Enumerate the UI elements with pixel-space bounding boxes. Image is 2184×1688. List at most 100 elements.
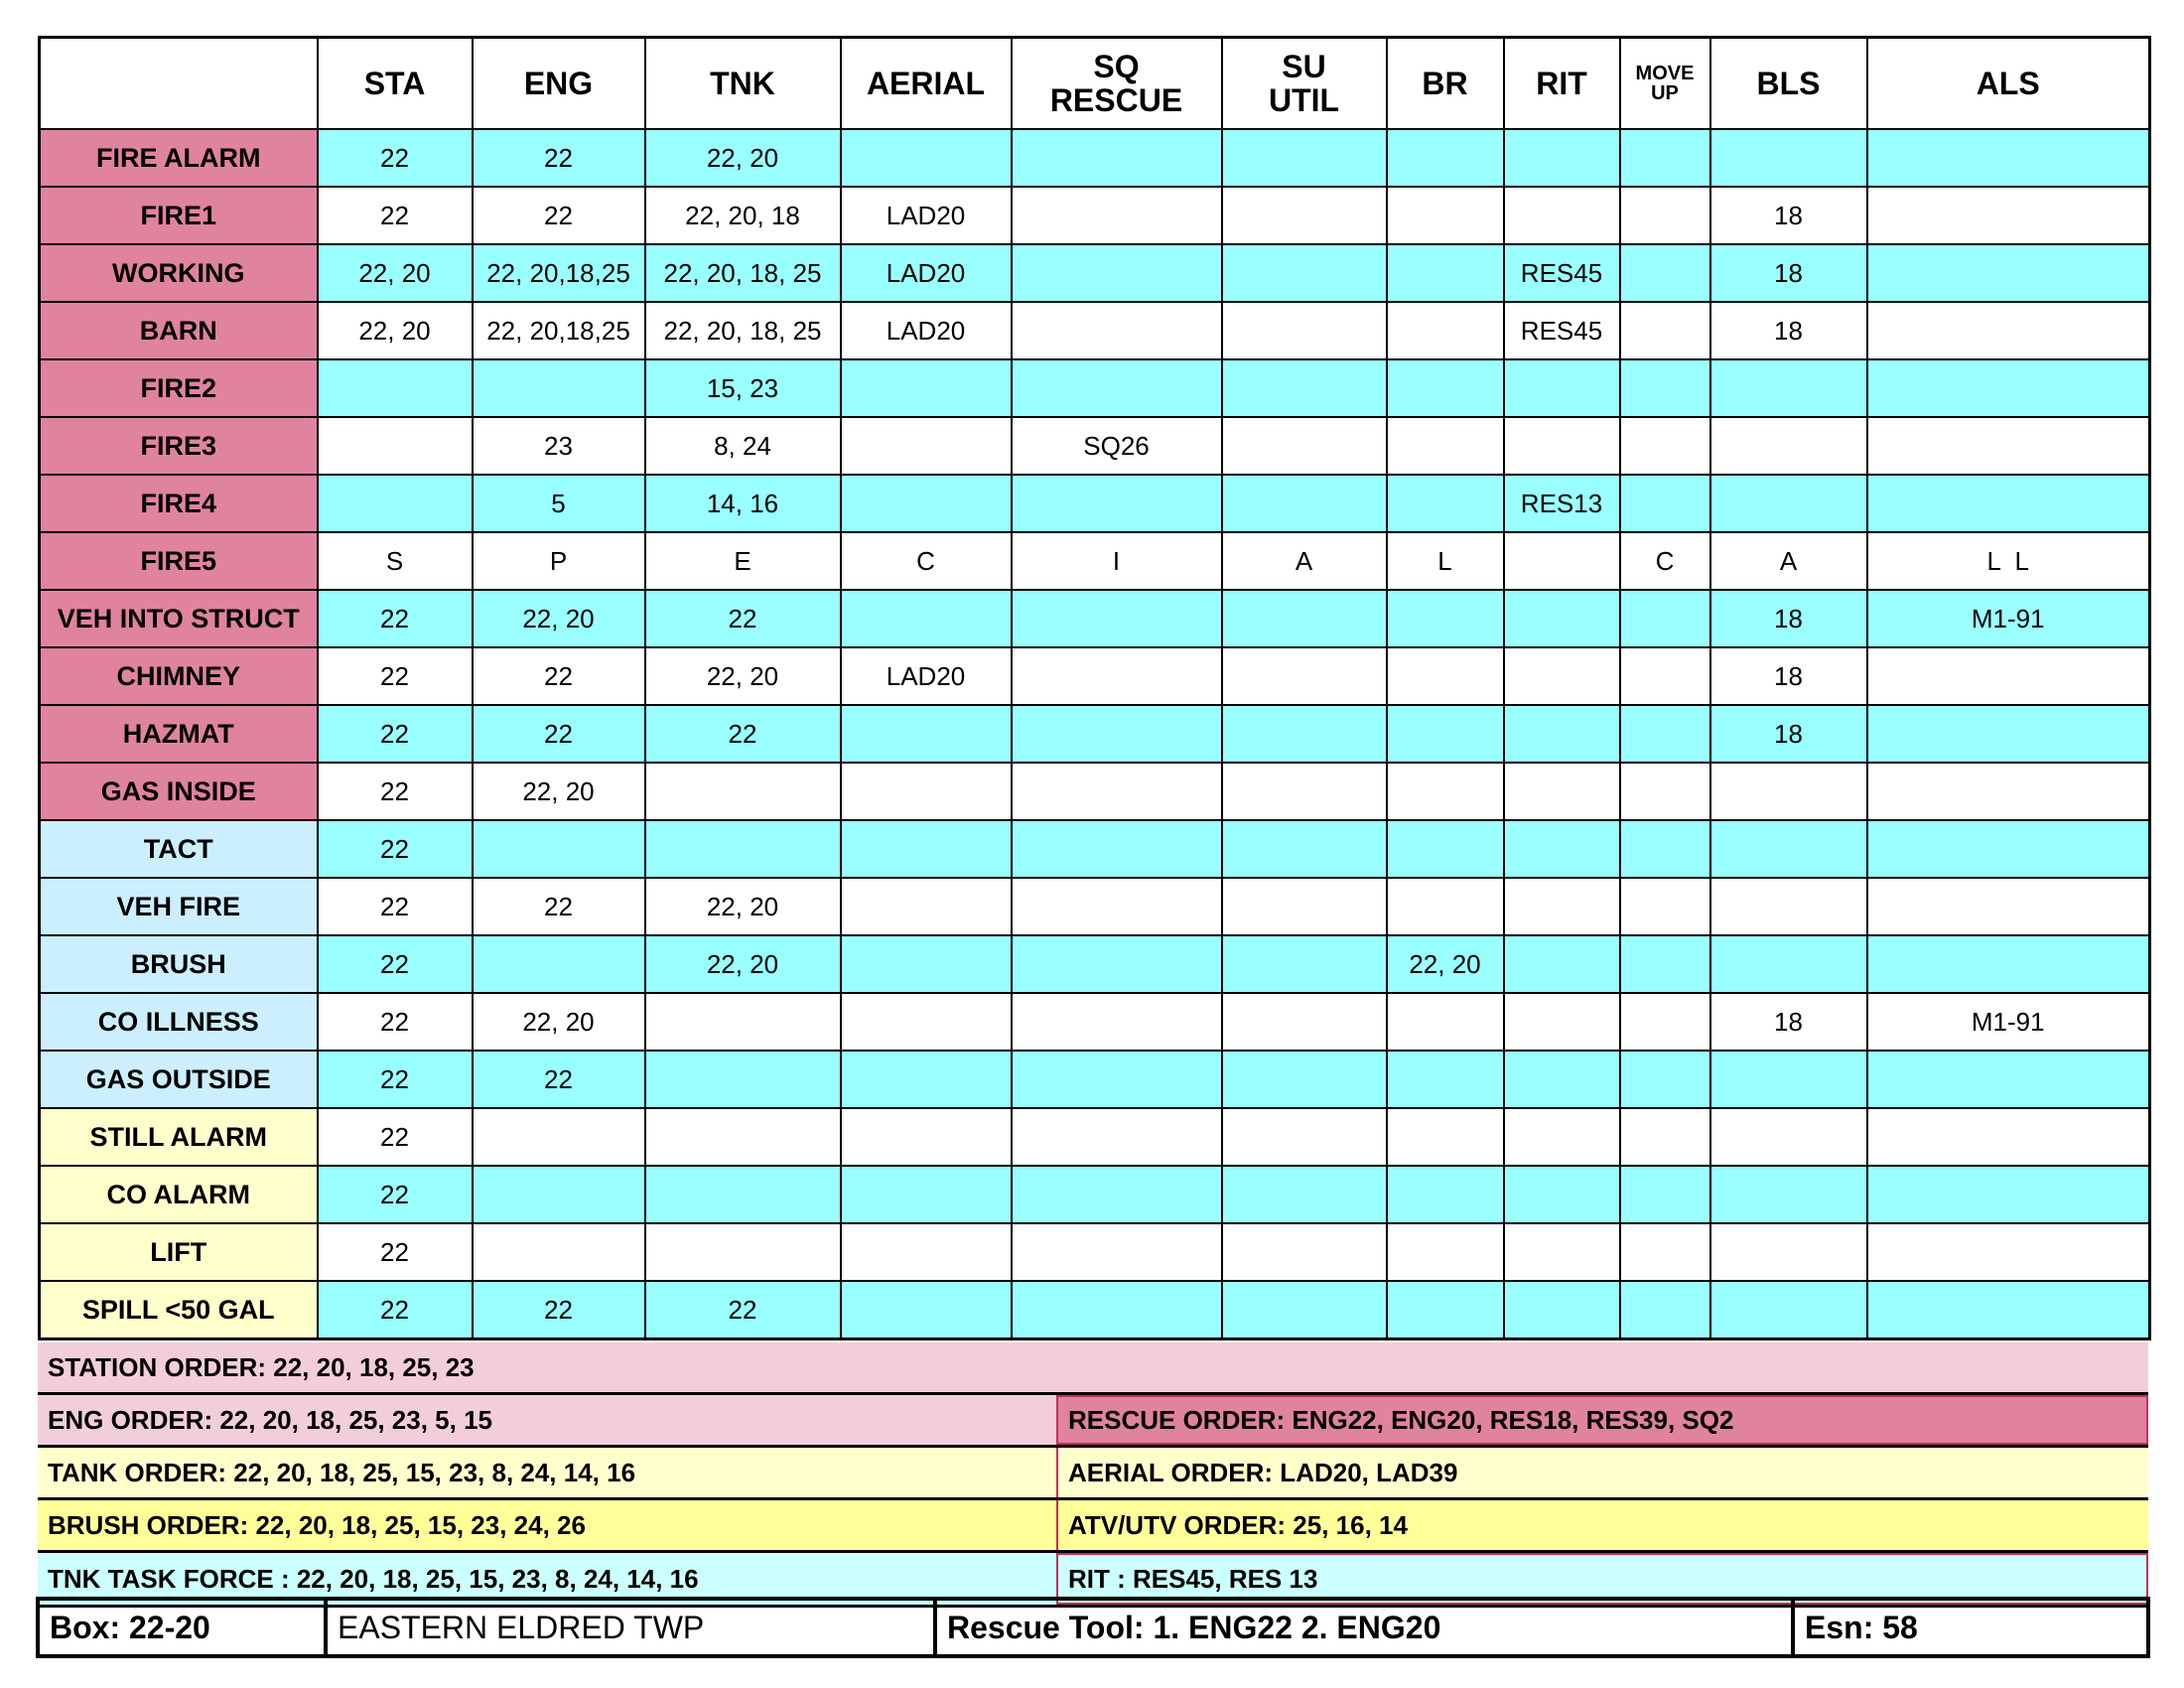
table-cell: 22	[316, 128, 474, 188]
table-cell	[839, 589, 1013, 648]
column-header	[38, 36, 319, 130]
row-label: HAZMAT	[38, 704, 319, 764]
table-cell: LAD20	[839, 301, 1013, 360]
table-cell	[1385, 474, 1505, 533]
table-cell	[1865, 243, 2151, 303]
table-cell: 8, 24	[643, 416, 842, 476]
table-cell	[471, 934, 646, 994]
table-cell	[1010, 301, 1223, 360]
table-cell: 18	[1708, 186, 1868, 245]
table-cell	[643, 819, 842, 879]
table-cell	[839, 934, 1013, 994]
table-cell	[1385, 243, 1505, 303]
table-cell	[839, 128, 1013, 188]
table-cell	[1502, 128, 1621, 188]
table-cell: 22, 20,18,25	[471, 243, 646, 303]
table-cell: LAD20	[839, 243, 1013, 303]
eng-order: ENG ORDER: 22, 20, 18, 25, 23, 5, 15	[38, 1395, 1056, 1445]
table-cell	[471, 1222, 646, 1282]
table-cell: 22, 20	[643, 934, 842, 994]
table-cell	[1708, 474, 1868, 533]
table-cell	[1010, 186, 1223, 245]
table-cell: 22, 20	[643, 646, 842, 706]
table-cell	[1708, 934, 1868, 994]
row-label: FIRE3	[38, 416, 319, 476]
table-cell	[839, 1165, 1013, 1224]
table-cell	[1708, 1050, 1868, 1109]
table-row: FIRE ALARM 22 22 22, 20	[38, 128, 2151, 188]
table-cell: M1-91	[1865, 589, 2151, 648]
table-cell	[1220, 416, 1388, 476]
tank-order: TANK ORDER: 22, 20, 18, 25, 15, 23, 8, 2…	[38, 1448, 1056, 1497]
table-cell: 22, 20	[316, 301, 474, 360]
table-cell: 22, 20	[316, 243, 474, 303]
table-cell	[1502, 531, 1621, 591]
table-cell	[1220, 1165, 1388, 1224]
table-cell	[1385, 1050, 1505, 1109]
table-cell	[1502, 934, 1621, 994]
table-row: FIRE1 22 22 22, 20, 18 LAD20 18	[38, 186, 2151, 245]
table-cell: 14, 16	[643, 474, 842, 533]
footer-bar: Box: 22-20 EASTERN ELDRED TWP Rescue Too…	[36, 1597, 2150, 1658]
order-section: STATION ORDER: 22, 20, 18, 25, 23 ENG OR…	[38, 1342, 2148, 1608]
table-cell	[839, 1222, 1013, 1282]
table-cell	[1618, 186, 1711, 245]
table-cell	[471, 1107, 646, 1167]
table-cell: 22, 20,18,25	[471, 301, 646, 360]
table-cell	[1010, 128, 1223, 188]
rescue-tool: Rescue Tool: 1. ENG22 2. ENG20	[937, 1601, 1795, 1654]
table-cell	[1385, 589, 1505, 648]
table-cell: 22	[471, 1050, 646, 1109]
table-cell	[1865, 877, 2151, 936]
table-cell	[1618, 1280, 1711, 1340]
row-label: STILL ALARM	[38, 1107, 319, 1167]
table-cell	[1220, 1050, 1388, 1109]
row-label: CHIMNEY	[38, 646, 319, 706]
table-cell	[1618, 1050, 1711, 1109]
table-cell	[1708, 1165, 1868, 1224]
table-cell	[1385, 1107, 1505, 1167]
column-header: ALS	[1865, 36, 2151, 130]
table-cell	[1618, 704, 1711, 764]
table-row: GAS INSIDE 22 22, 20	[38, 762, 2151, 821]
table-cell	[839, 762, 1013, 821]
column-header: STA	[316, 36, 474, 130]
table-cell	[1502, 186, 1621, 245]
tnk-task-force: TNK TASK FORCE : 22, 20, 18, 25, 15, 23,…	[38, 1553, 1056, 1605]
table-cell	[1220, 877, 1388, 936]
table-cell	[316, 416, 474, 476]
table-cell: 22	[316, 1107, 474, 1167]
table-cell: P	[471, 531, 646, 591]
table-cell	[1502, 704, 1621, 764]
table-cell	[1385, 416, 1505, 476]
row-label: FIRE1	[38, 186, 319, 245]
row-label: TACT	[38, 819, 319, 879]
table-cell	[1865, 186, 2151, 245]
table-cell	[316, 474, 474, 533]
table-cell: I	[1010, 531, 1223, 591]
table-cell: 23	[471, 416, 646, 476]
table-cell	[1220, 128, 1388, 188]
table-cell: 18	[1708, 243, 1868, 303]
table-cell	[839, 1050, 1013, 1109]
table-cell: 22	[643, 589, 842, 648]
brush-order: BRUSH ORDER: 22, 20, 18, 25, 15, 23, 24,…	[38, 1500, 1056, 1550]
table-cell: 22, 20, 18, 25	[643, 301, 842, 360]
row-label: GAS OUTSIDE	[38, 1050, 319, 1109]
column-header: TNK	[643, 36, 842, 130]
table-cell	[1385, 877, 1505, 936]
header-row: STA ENG TNK AERIAL SQ RESCUE SU UTIL BR RIT MOVE UP…	[38, 36, 2151, 130]
table-cell	[1865, 819, 2151, 879]
table-cell	[1385, 186, 1505, 245]
table-cell	[643, 1050, 842, 1109]
table-cell	[1865, 762, 2151, 821]
table-cell	[1010, 992, 1223, 1052]
table-cell	[1385, 301, 1505, 360]
table-cell	[1708, 416, 1868, 476]
table-cell: 22, 20	[643, 877, 842, 936]
table-cell	[1385, 1165, 1505, 1224]
table-cell: LAD20	[839, 186, 1013, 245]
table-cell	[1010, 1165, 1223, 1224]
table-cell	[1618, 1222, 1711, 1282]
rescue-order: RESCUE ORDER: ENG22, ENG20, RES18, RES39…	[1056, 1395, 2148, 1445]
